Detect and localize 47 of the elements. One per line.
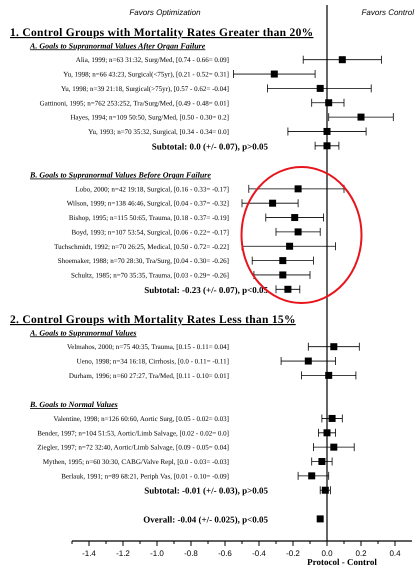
x-tick-label: -1.4 <box>82 549 96 558</box>
y-tick-label: A. Goals to Supranormal Values <box>29 328 136 338</box>
point <box>270 70 278 78</box>
y-tick-label: B. Goals to Normal Values <box>29 400 118 410</box>
x-axis-title: Protocol - Control <box>307 557 378 567</box>
x-tick-label: -0.2 <box>286 549 300 558</box>
y-tick-label: B. Goals to Supranormal Values Before Organ Failure <box>29 170 212 180</box>
x-tick-label: 0.2 <box>355 549 368 558</box>
point <box>316 84 324 92</box>
point <box>286 242 294 250</box>
point <box>324 429 330 436</box>
point <box>330 444 338 451</box>
point <box>328 414 336 422</box>
y-tick-label: Subtotal: -0.01 (+/- 0.03), p>0.05 <box>144 486 268 496</box>
point <box>279 257 286 264</box>
y-tick-label: 2. Control Groups with Mortality Rates Less than 15% <box>10 314 296 326</box>
x-tick-label: -0.8 <box>184 549 198 558</box>
x-tick-label: -1.2 <box>116 549 130 558</box>
x-tick-label: 0.4 <box>389 549 402 558</box>
point <box>294 185 302 192</box>
point <box>308 472 316 480</box>
x-tick-label: -0.4 <box>252 549 266 558</box>
point <box>358 114 364 121</box>
point <box>330 343 338 350</box>
point <box>338 56 346 64</box>
x-tick-label: -1.0 <box>150 549 164 558</box>
point <box>325 99 332 106</box>
point <box>324 142 330 150</box>
point <box>324 128 330 135</box>
y-tick-label: Overall: -0.04 (+/- 0.025), p<0.05 <box>143 514 268 524</box>
point <box>304 358 312 365</box>
y-tick-label: 1. Control Groups with Mortality Rates Greater than 20% <box>10 27 314 39</box>
y-tick-label: A. Goals to Supranormal Values After Organ Failure <box>29 41 206 50</box>
point <box>279 271 286 278</box>
point <box>284 286 292 293</box>
annotation: Favors Optimization <box>129 8 202 17</box>
annotation: Favors Control <box>362 8 414 17</box>
point <box>269 200 276 207</box>
point <box>322 486 329 494</box>
x-tick-label: -0.6 <box>218 549 232 558</box>
x-tick-label: 0.0 <box>321 549 334 558</box>
point <box>291 214 298 222</box>
point <box>316 515 324 522</box>
point <box>325 372 332 379</box>
point <box>318 458 326 465</box>
point <box>294 228 302 236</box>
y-tick-label: Subtotal: 0.0 (+/- 0.07), p>0.05 <box>152 141 268 152</box>
